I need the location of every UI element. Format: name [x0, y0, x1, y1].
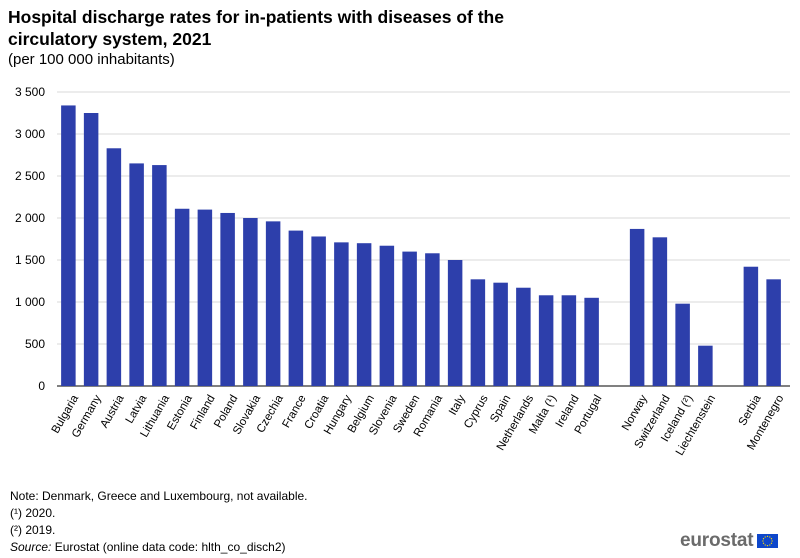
flag-star — [767, 535, 769, 538]
bar-sweden — [402, 251, 417, 386]
bar-croatia — [311, 236, 326, 386]
y-tick-label: 2 000 — [15, 211, 45, 225]
chart-title-line-1: Hospital discharge rates for in-patients… — [8, 7, 504, 27]
flag-star — [763, 538, 765, 540]
x-tick-label: Italy — [447, 393, 468, 417]
footnote-1: (¹) 2020. — [10, 506, 56, 520]
bar-austria — [106, 148, 122, 386]
y-tick-label: 3 500 — [15, 85, 45, 99]
flag-star — [771, 542, 773, 544]
y-tick-label: 2 500 — [15, 169, 45, 183]
eu-flag-icon — [757, 534, 779, 548]
footnote-2: (²) 2019. — [10, 523, 56, 537]
bar-serbia — [743, 266, 759, 386]
chart-notes: Note: Denmark, Greece and Luxembourg, no… — [10, 488, 308, 556]
chart-title: Hospital discharge rates for in-patients… — [8, 6, 728, 50]
bar-liechtenstein — [698, 345, 713, 386]
chart-subtitle: (per 100 000 inhabitants) — [8, 51, 175, 68]
bar-lithuania — [152, 165, 167, 386]
flag-star — [769, 536, 771, 538]
bar-iceland — [675, 303, 690, 386]
bar-finland — [197, 209, 213, 386]
flag-star — [762, 540, 764, 542]
source-label: Source: — [10, 540, 52, 554]
y-tick-label: 500 — [25, 337, 45, 351]
source-line: Source: Eurostat (online data code: hlth… — [10, 539, 308, 556]
bars — [61, 105, 781, 386]
x-tick-label: Austria — [98, 393, 127, 431]
bar-cyprus — [470, 279, 486, 386]
y-tick-label: 1 500 — [15, 253, 45, 267]
flag-star — [764, 544, 767, 546]
bar-montenegro — [766, 279, 781, 386]
bar-estonia — [174, 208, 190, 386]
bar-ireland — [561, 295, 577, 386]
y-tick-label: 3 000 — [15, 127, 45, 141]
bar-germany — [83, 113, 99, 386]
source-text: Eurostat (online data code: hlth_co_disc… — [51, 540, 286, 554]
flag-star — [769, 544, 771, 546]
logo-text: eurostat — [680, 530, 754, 551]
y-tick-label: 1 000 — [15, 295, 45, 309]
y-tick-label: 0 — [38, 379, 45, 393]
bar-czechia — [265, 221, 281, 386]
flag-star — [771, 540, 774, 542]
eurostat-logo: eurostat — [680, 530, 779, 552]
bar-slovenia — [379, 245, 395, 386]
bar-poland — [220, 212, 235, 386]
bar-romania — [425, 253, 440, 386]
bar-belgium — [356, 243, 372, 386]
flag-star — [763, 542, 765, 544]
note-missing-countries: Note: Denmark, Greece and Luxembourg, no… — [10, 489, 308, 503]
bar-bulgaria — [61, 105, 76, 386]
bar-chart: 0 500 1 000 1 500 2 000 2 500 3 000 3 500 Bulga… — [15, 85, 790, 458]
bar-portugal — [584, 297, 599, 386]
bar-italy — [447, 260, 463, 386]
flag-star — [764, 536, 767, 538]
bar-malta — [538, 295, 554, 386]
bar-netherlands — [516, 287, 531, 386]
bar-hungary — [334, 242, 349, 386]
bar-latvia — [129, 163, 144, 386]
bar-slovakia — [243, 218, 258, 386]
bar-switzerland — [652, 237, 668, 386]
flag-star — [771, 538, 773, 540]
bar-france — [288, 230, 304, 386]
bar-norway — [629, 228, 645, 386]
flag-star — [767, 544, 769, 547]
x-axis-tick-labels: BulgariaGermanyAustriaLatviaLithuaniaEst… — [50, 393, 787, 458]
y-axis-tick-labels: 0 500 1 000 1 500 2 000 2 500 3 000 3 500 — [15, 85, 45, 393]
bar-spain — [493, 282, 508, 386]
chart-title-line-2: circulatory system, 2021 — [8, 29, 212, 49]
